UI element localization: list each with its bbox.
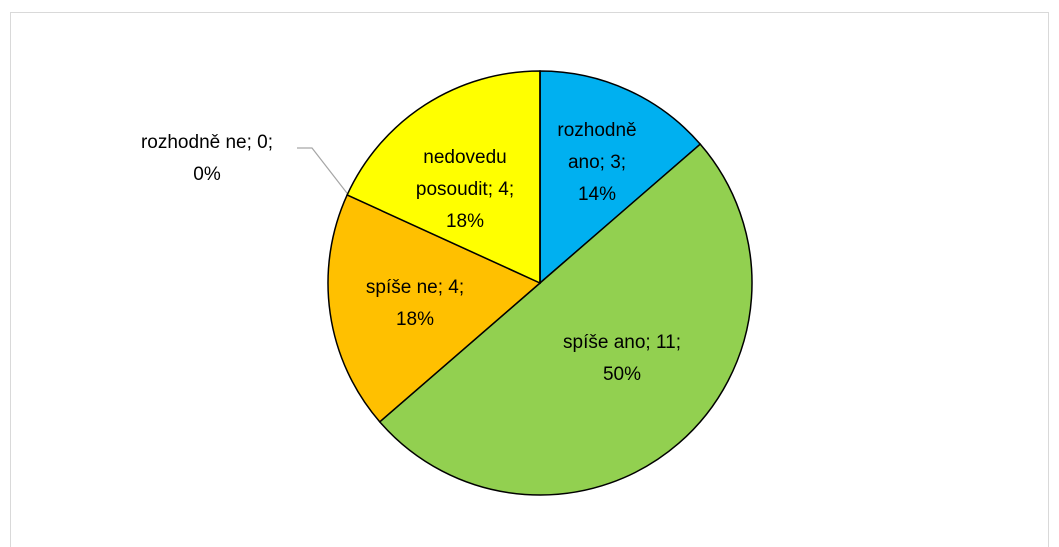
data-label: rozhodně ano; 3; 14%	[557, 120, 636, 205]
data-label-line: 18%	[396, 309, 434, 330]
data-label: rozhodně ne; 0; 0%	[141, 132, 273, 185]
pie-slice	[346, 70, 541, 285]
data-label-line: rozhodně	[557, 120, 636, 141]
data-label-line: spíše ano; 11;	[563, 332, 681, 353]
pie-slice	[327, 193, 542, 423]
data-label: nedovedu posoudit; 4; 18%	[416, 147, 514, 232]
data-label: spíše ne; 4; 18%	[366, 277, 464, 330]
data-label-line: 50%	[603, 364, 641, 385]
data-label-line: 18%	[446, 211, 484, 232]
data-label-line: ano; 3;	[568, 152, 626, 173]
data-label-line: spíše ne; 4;	[366, 277, 464, 298]
data-label-line: rozhodně ne; 0;	[141, 132, 273, 153]
data-label: spíše ano; 11; 50%	[563, 332, 681, 385]
data-label-line: posoudit; 4;	[416, 179, 514, 200]
pie-slice	[378, 143, 753, 496]
data-label-line: 0%	[193, 164, 221, 185]
pie-slice	[539, 70, 702, 285]
data-label-line: nedovedu	[423, 147, 506, 168]
leader-line	[297, 147, 351, 198]
data-label-line: 14%	[578, 184, 616, 205]
